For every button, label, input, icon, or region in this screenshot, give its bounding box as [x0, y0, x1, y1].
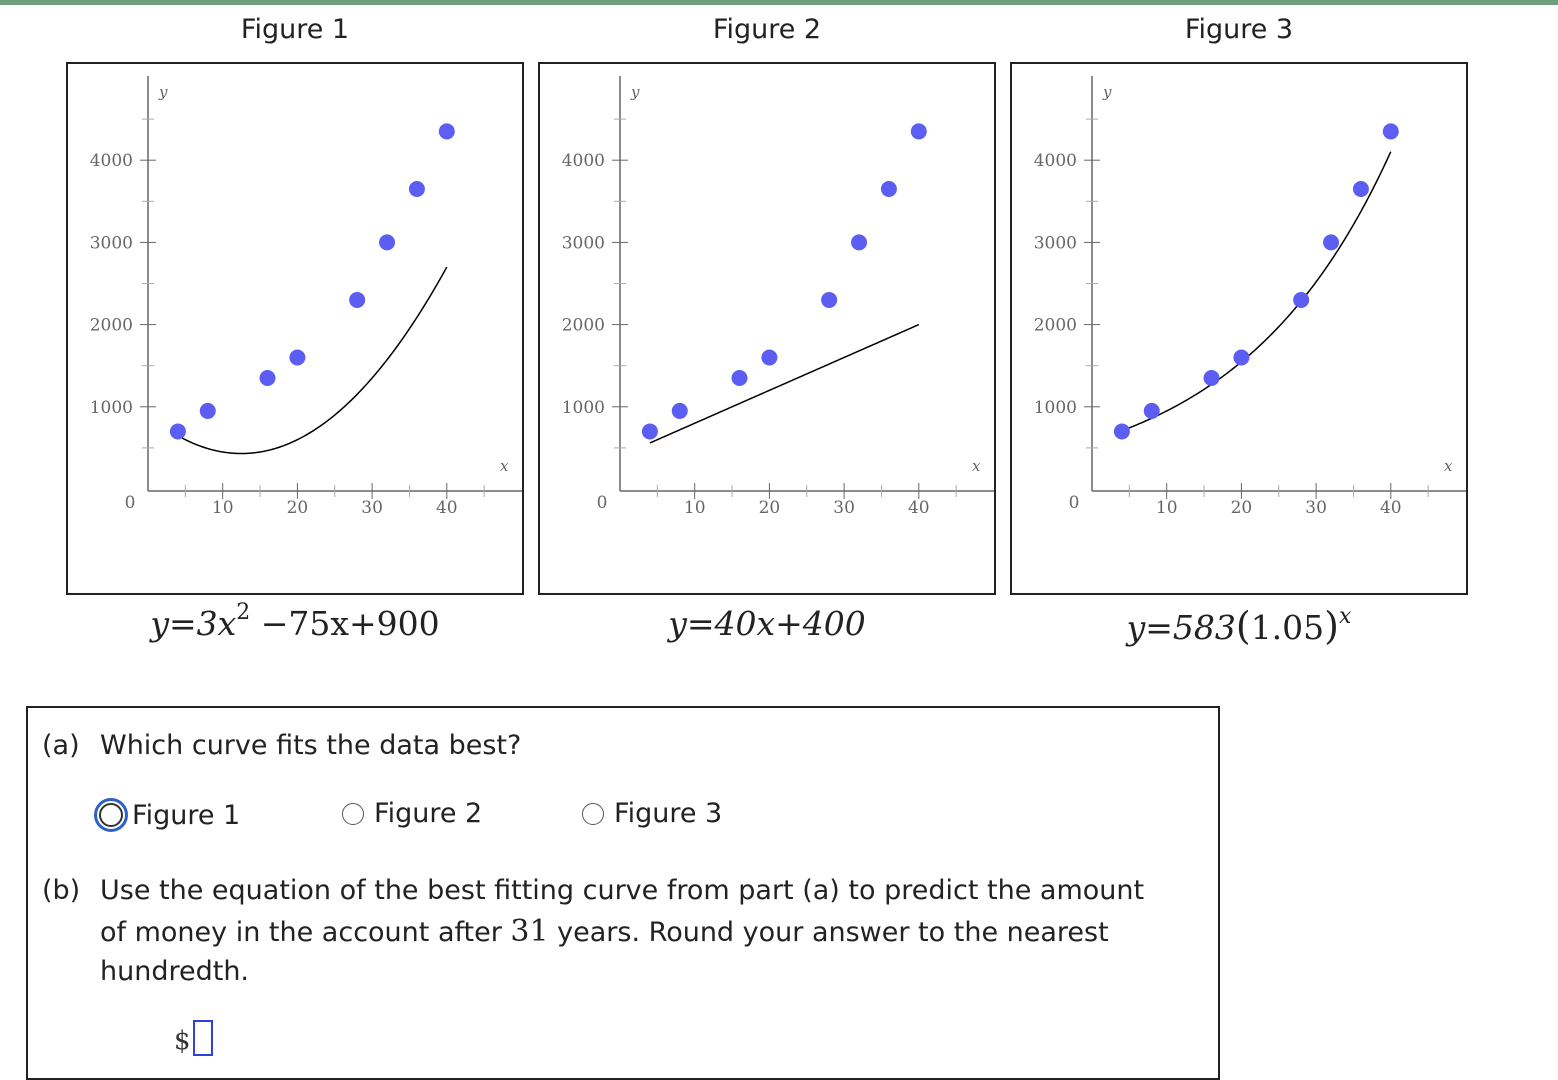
- x-tick-label: 30: [361, 498, 383, 518]
- data-point: [910, 123, 927, 140]
- y-tick-label: 4000: [1034, 151, 1077, 171]
- fit-curve: [177, 266, 448, 455]
- data-point: [259, 370, 276, 387]
- radio-button-figure-3[interactable]: [582, 802, 604, 825]
- y-tick-label: 2000: [1034, 316, 1077, 336]
- y-tick-label: 4000: [90, 151, 133, 171]
- part-a-question: Which curve fits the data best?: [100, 730, 522, 761]
- data-point: [1352, 180, 1369, 197]
- origin-label: 0: [1069, 493, 1080, 513]
- data-point: [349, 291, 366, 308]
- x-tick-label: 30: [833, 498, 855, 518]
- origin-label: 0: [125, 493, 136, 513]
- y-tick-label: 2000: [562, 316, 605, 336]
- y-tick-label: 2000: [90, 316, 133, 336]
- years-value: 31: [510, 914, 549, 949]
- option-label-figure-2[interactable]: Figure 2: [374, 798, 483, 829]
- answer-field-group: $: [174, 1020, 213, 1056]
- part-b-label: (b): [42, 875, 81, 906]
- x-tick-label: 20: [287, 498, 309, 518]
- x-axis-label: x: [1444, 457, 1453, 475]
- figure-3-equation: y=583(1.05)x: [1126, 604, 1352, 648]
- data-point: [671, 402, 688, 419]
- figure-2-plot: 1000 2000 3000 4000 10 20 30 40 0 y x: [562, 76, 994, 518]
- figure-3-chart: 1000 2000 3000 4000 10 20 30 40 0 y x y=583(1.05)x: [1010, 62, 1468, 648]
- x-tick-label: 30: [1305, 498, 1327, 518]
- option-figure-1[interactable]: Figure 1: [94, 798, 241, 832]
- answer-input[interactable]: [192, 1020, 213, 1056]
- y-axis-label: y: [158, 83, 168, 101]
- figure-2-equation: y=40x+400: [668, 604, 866, 643]
- figure-2-chart: 1000 2000 3000 4000 10 20 30 40 0 y x y=40x+400: [538, 62, 996, 643]
- data-point: [438, 123, 455, 140]
- data-point: [1143, 402, 1160, 419]
- top-accent-bar: [0, 0, 1558, 5]
- x-tick-label: 20: [1231, 498, 1253, 518]
- data-point: [851, 234, 868, 251]
- data-point: [880, 180, 897, 197]
- option-label-figure-1[interactable]: Figure 1: [132, 799, 241, 831]
- data-point: [1113, 423, 1130, 440]
- figure-1-plot: 1000 2000 3000 4000 10 20 30 40 0 y x: [90, 76, 522, 518]
- x-tick-label: 40: [1380, 498, 1402, 518]
- data-point: [1293, 291, 1310, 308]
- y-axis-label: y: [630, 83, 640, 101]
- part-b-line-2: of money in the account after 31 years. …: [100, 914, 1109, 949]
- data-point: [761, 349, 778, 366]
- data-point: [169, 423, 186, 440]
- x-axis-label: x: [500, 457, 509, 475]
- radio-focus-ring[interactable]: [94, 798, 128, 832]
- part-b-line-3: hundredth.: [100, 956, 250, 987]
- y-tick-label: 4000: [562, 151, 605, 171]
- x-axis-label: x: [972, 457, 981, 475]
- y-tick-label: 3000: [90, 233, 133, 253]
- x-tick-label: 20: [759, 498, 781, 518]
- data-point: [1233, 349, 1250, 366]
- data-point: [641, 423, 658, 440]
- radio-button-figure-1[interactable]: [99, 803, 123, 827]
- option-label-figure-3[interactable]: Figure 3: [614, 798, 723, 829]
- figure-2-title: Figure 2: [712, 14, 822, 45]
- question-panel: (a) Which curve fits the data best? Figu…: [26, 706, 1220, 1080]
- x-tick-label: 10: [684, 498, 706, 518]
- x-tick-label: 10: [212, 498, 234, 518]
- part-a-label: (a): [42, 730, 80, 761]
- fit-curve: [1121, 151, 1392, 432]
- figure-1-chart: 1000 2000 3000 4000 10 20 30 40 0 y x y=3x2 −75x+9…: [66, 62, 524, 643]
- y-tick-label: 1000: [90, 398, 133, 418]
- figure-1-title: Figure 1: [240, 14, 350, 45]
- data-point: [408, 180, 425, 197]
- figure-1-equation: y=3x2 −75x+900: [150, 600, 440, 643]
- data-point: [821, 291, 838, 308]
- y-axis-label: y: [1102, 83, 1112, 101]
- y-tick-label: 3000: [562, 233, 605, 253]
- option-figure-2[interactable]: Figure 2: [342, 798, 482, 829]
- option-figure-3[interactable]: Figure 3: [582, 798, 722, 829]
- y-tick-label: 3000: [1034, 233, 1077, 253]
- fit-curve: [649, 323, 920, 444]
- part-b-line-1: Use the equation of the best fitting cur…: [100, 875, 1145, 906]
- currency-symbol: $: [174, 1026, 191, 1056]
- origin-label: 0: [597, 493, 608, 513]
- y-tick-label: 1000: [1034, 398, 1077, 418]
- y-tick-label: 1000: [562, 398, 605, 418]
- data-point: [1323, 234, 1340, 251]
- radio-button-figure-2[interactable]: [342, 802, 364, 825]
- figure-3-title: Figure 3: [1184, 14, 1294, 45]
- data-point: [379, 234, 396, 251]
- data-point: [199, 402, 216, 419]
- x-tick-label: 40: [908, 498, 930, 518]
- data-point: [289, 349, 306, 366]
- data-point: [1203, 370, 1220, 387]
- data-point: [731, 370, 748, 387]
- figure-3-plot: 1000 2000 3000 4000 10 20 30 40 0 y x: [1034, 76, 1466, 518]
- x-tick-label: 40: [436, 498, 458, 518]
- data-point: [1382, 123, 1399, 140]
- x-tick-label: 10: [1156, 498, 1178, 518]
